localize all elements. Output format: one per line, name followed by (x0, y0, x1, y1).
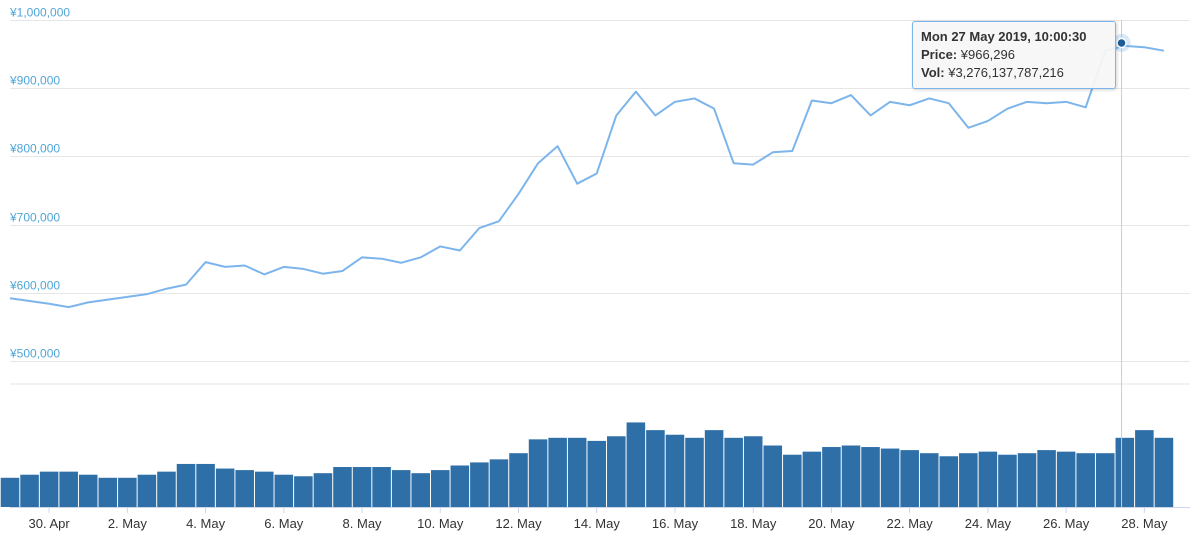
volume-bar (470, 462, 489, 507)
volume-bar (1056, 451, 1076, 507)
x-tick-label: 24. May (965, 516, 1012, 531)
price-y-tick-label: ¥900,000 (9, 74, 60, 88)
volume-bar (450, 465, 470, 507)
x-tick-label: 14. May (574, 516, 621, 531)
volume-bar (998, 454, 1017, 507)
volume-bar (861, 447, 880, 507)
tooltip-price-row: Price: ¥966,296 (921, 46, 1107, 64)
x-tick-label: 10. May (417, 516, 464, 531)
volume-bar (822, 447, 841, 507)
volume-bar (587, 440, 607, 507)
volume-bar (665, 434, 685, 507)
volume-bar (235, 470, 254, 507)
volume-bar (607, 436, 626, 507)
volume-bar (841, 445, 861, 507)
volume-bar (567, 437, 587, 507)
volume-bar (157, 471, 176, 507)
x-tick-label: 4. May (186, 516, 226, 531)
volume-bar (1154, 437, 1174, 507)
volume-bar (743, 436, 763, 507)
volume-bar (548, 437, 567, 507)
volume-bar (704, 430, 724, 508)
volume-bar (978, 451, 998, 507)
volume-bar (254, 471, 274, 507)
x-axis: 30. Apr 2. May 4. May 6. May 8. May 10. May 12… (29, 507, 1168, 531)
volume-bar (646, 430, 665, 508)
x-tick-label: 8. May (343, 516, 383, 531)
volume-bar (802, 451, 822, 507)
tooltip-price-label: Price: (921, 47, 958, 62)
tooltip-vol-label: Vol: (921, 65, 945, 80)
volume-bar (274, 474, 294, 507)
volume-bar (626, 422, 646, 507)
volume-bar (783, 454, 802, 507)
volume-bar (959, 453, 978, 507)
volume-bar (880, 448, 900, 507)
tooltip-date: Mon 27 May 2019, 10:00:30 (921, 29, 1087, 44)
volume-bar (294, 476, 313, 507)
tooltip-vol-row: Vol: ¥3,276,137,787,216 (921, 64, 1107, 82)
tooltip-price-value: ¥966,296 (960, 47, 1015, 62)
price-y-tick-label: ¥1,000,000 (9, 6, 70, 20)
volume-bar (98, 477, 118, 507)
x-tick-label: 30. Apr (29, 516, 71, 531)
volume-bar (489, 459, 509, 507)
volume-bar (528, 439, 548, 507)
tooltip: Mon 27 May 2019, 10:00:30 Price: ¥966,29… (912, 21, 1116, 89)
volume-bar (196, 463, 215, 507)
volume-bar (176, 463, 196, 507)
price-y-tick-label: ¥500,000 (9, 347, 60, 361)
volume-bar (431, 470, 450, 507)
hover-point (1116, 37, 1127, 49)
x-tick-label: 12. May (495, 516, 542, 531)
volume-bar (509, 453, 528, 507)
x-tick-label: 16. May (652, 516, 699, 531)
volume-bar (411, 473, 430, 507)
x-tick-label: 28. May (1121, 516, 1168, 531)
x-tick-label: 2. May (108, 516, 148, 531)
x-tick-label: 26. May (1043, 516, 1090, 531)
volume-bar (333, 467, 352, 507)
x-tick-label: 20. May (808, 516, 855, 531)
volume-bar (724, 437, 743, 507)
volume-bar (763, 445, 783, 507)
volume-bar (137, 474, 157, 507)
volume-bars (0, 422, 1174, 508)
volume-bar (352, 467, 372, 507)
volume-bar (78, 474, 98, 507)
price-y-tick-label: ¥600,000 (9, 279, 60, 293)
volume-bar (1076, 453, 1095, 507)
price-series-line (9, 44, 1165, 309)
tooltip-vol-value: ¥3,276,137,787,216 (948, 65, 1064, 80)
volume-bar (1037, 450, 1056, 507)
volume-bar (1135, 430, 1154, 508)
price-grid (10, 20, 1190, 362)
price-y-tick-label: ¥800,000 (9, 142, 60, 156)
price-y-tick-label: ¥700,000 (9, 211, 60, 225)
volume-bar (1115, 437, 1135, 507)
volume-bar (685, 437, 704, 507)
volume-bar (919, 453, 939, 507)
x-tick-label: 22. May (887, 516, 934, 531)
x-tick-label: 6. May (264, 516, 304, 531)
volume-bar (372, 467, 391, 507)
volume-bar (39, 471, 59, 507)
volume-bar (0, 477, 20, 507)
x-tick-label: 18. May (730, 516, 777, 531)
volume-bar (118, 477, 137, 507)
volume-bar (313, 473, 333, 507)
volume-bar (900, 450, 919, 507)
volume-bar (215, 468, 235, 507)
volume-bar (20, 474, 39, 507)
volume-bar (1095, 453, 1115, 507)
volume-bar (59, 471, 78, 507)
volume-bar (939, 456, 959, 507)
volume-bar (1017, 453, 1037, 507)
volume-bar (391, 470, 411, 507)
price-y-axis: ¥1,000,000 ¥900,000 ¥800,000 ¥700,000 ¥600,0… (9, 6, 70, 361)
